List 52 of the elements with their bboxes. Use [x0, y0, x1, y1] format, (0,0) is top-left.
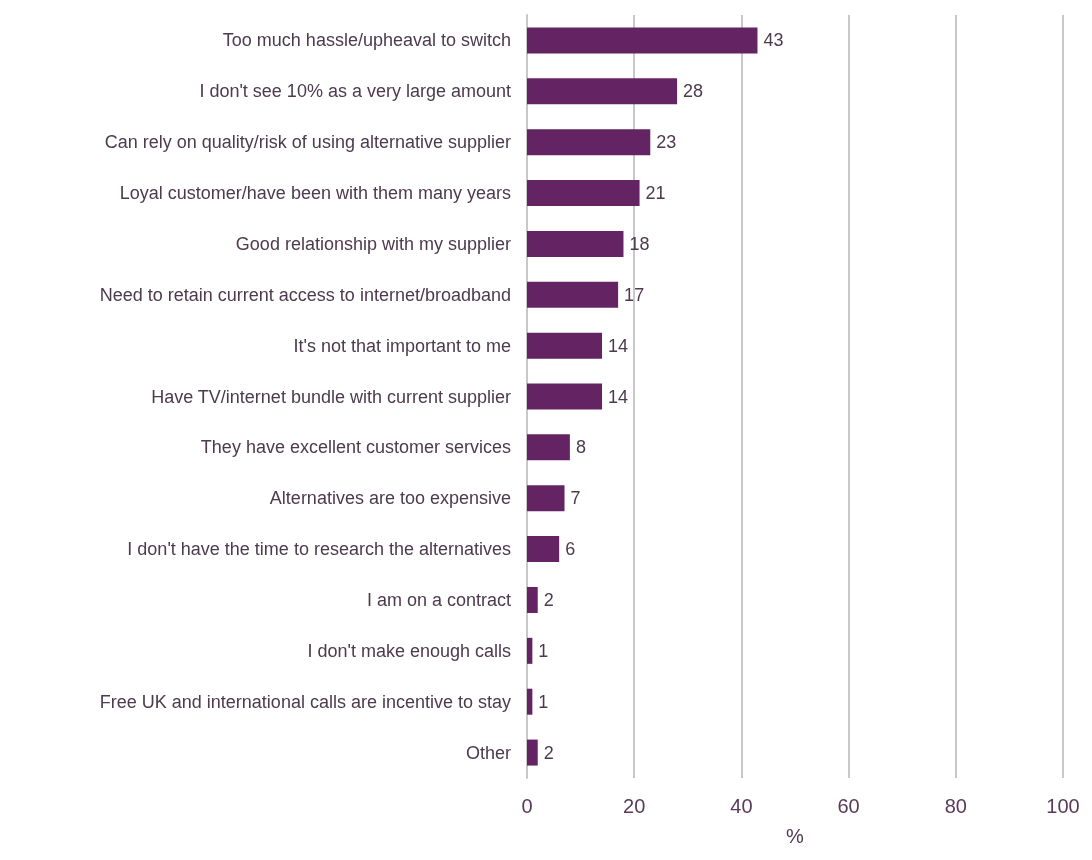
y-tick-label: I am on a contract [366, 589, 511, 610]
bar [527, 230, 624, 257]
bar [527, 332, 603, 359]
data-label: 23 [656, 132, 677, 153]
x-tick-label: 40 [730, 795, 753, 817]
y-tick-label: Other [465, 742, 511, 763]
data-label: 28 [683, 81, 704, 102]
bar [527, 536, 560, 563]
data-label: 6 [565, 539, 576, 560]
bar [527, 637, 533, 664]
y-tick-label: Need to retain current access to internet/broadband [99, 284, 511, 305]
bar [527, 129, 651, 156]
y-tick-label: Have TV/internet bundle with current supplier [151, 386, 512, 407]
data-label: 17 [624, 284, 645, 305]
y-tick-label: It's not that important to me [293, 335, 511, 356]
data-label: 8 [575, 437, 586, 458]
y-tick-label: They have excellent customer services [200, 437, 511, 458]
y-tick-label: I don't see 10% as a very large amount [199, 81, 511, 102]
y-tick-label: I don't make enough calls [307, 640, 511, 661]
y-tick-label: Loyal customer/have been with them many years [119, 183, 511, 204]
x-tick-label: 0 [521, 795, 533, 817]
bar [527, 78, 678, 105]
data-label: 14 [608, 386, 629, 407]
bar [527, 434, 570, 461]
data-label: 14 [608, 335, 629, 356]
y-tick-label: Too much hassle/upheaval to switch [222, 30, 511, 51]
bar [527, 383, 603, 410]
y-tick-label: I don't have the time to research the alternatives [127, 539, 511, 560]
data-label: 43 [763, 30, 784, 51]
bar [527, 281, 619, 308]
bar [527, 485, 565, 512]
bar [527, 27, 758, 54]
y-tick-label: Good relationship with my supplier [235, 233, 511, 254]
x-tick-label: 80 [944, 795, 967, 817]
x-axis-title: % [786, 825, 805, 847]
data-label: 1 [538, 640, 549, 661]
bar [527, 688, 533, 715]
y-tick-label: Can rely on quality/risk of using alternative supplier [104, 132, 511, 153]
bar [527, 586, 538, 613]
data-label: 1 [538, 691, 549, 712]
data-label: 2 [543, 589, 554, 610]
x-tick-label: 60 [837, 795, 860, 817]
data-label: 7 [570, 488, 581, 509]
x-tick-label: 20 [623, 795, 646, 817]
bar [527, 180, 640, 207]
data-label: 18 [629, 233, 650, 254]
data-label: 2 [543, 742, 554, 763]
y-tick-label: Free UK and international calls are incentive to stay [99, 691, 511, 712]
x-tick-label: 100 [1046, 795, 1080, 817]
y-tick-label: Alternatives are too expensive [269, 488, 511, 509]
bar [527, 739, 538, 766]
data-label: 21 [645, 183, 666, 204]
